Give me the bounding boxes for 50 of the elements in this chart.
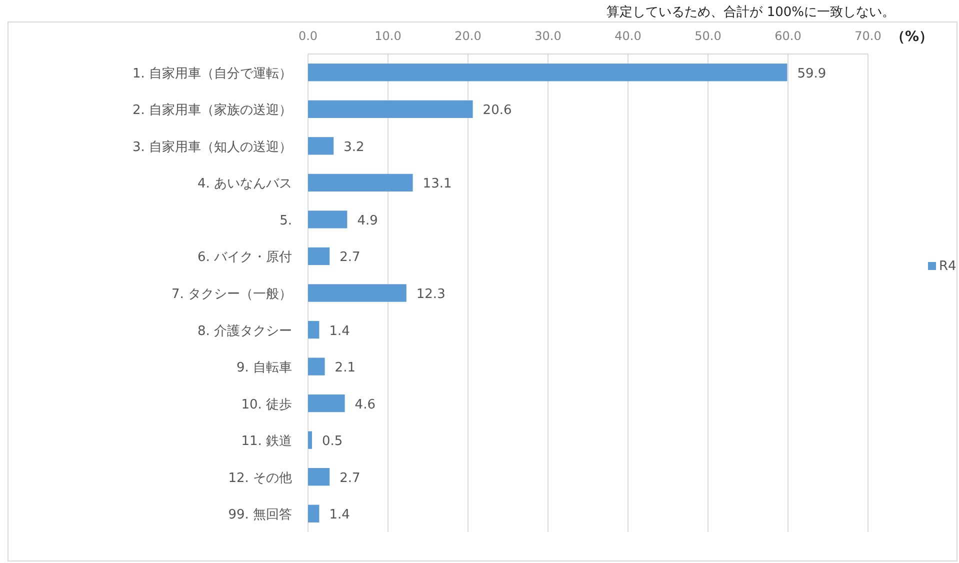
bar bbox=[308, 468, 330, 486]
data-label: 0.5 bbox=[322, 434, 343, 450]
legend-label: R4 bbox=[939, 259, 956, 274]
bar bbox=[308, 284, 406, 302]
bar bbox=[308, 137, 334, 155]
y-tick-label: 4. あいなんバス bbox=[197, 176, 292, 192]
y-tick-label: 7. タクシー（一般） bbox=[171, 287, 292, 302]
data-label: 13.1 bbox=[422, 176, 452, 192]
data-label: 2.7 bbox=[340, 470, 360, 486]
data-label: 2.1 bbox=[334, 360, 356, 376]
y-tick-label: 1. 自家用車（自分で運転） bbox=[132, 65, 292, 82]
bar bbox=[308, 100, 473, 118]
y-tick-label: 3. 自家用車（知人の送迎） bbox=[132, 138, 292, 155]
data-label: 1.4 bbox=[329, 324, 350, 339]
bar bbox=[308, 358, 325, 376]
x-tick-label: 60.0 bbox=[774, 29, 802, 43]
y-tick-label: 6. バイク・原付 bbox=[197, 250, 292, 266]
bar bbox=[308, 431, 312, 449]
data-label: 4.9 bbox=[357, 213, 378, 228]
y-tick-label: 5. bbox=[280, 213, 292, 228]
y-tick-label: 11. 鉄道 bbox=[241, 434, 292, 450]
data-label: 1.4 bbox=[329, 508, 350, 523]
bar bbox=[308, 394, 345, 412]
bar bbox=[308, 174, 413, 192]
data-label: 2.7 bbox=[340, 250, 360, 266]
data-label: 12.3 bbox=[416, 287, 446, 302]
x-tick-label: 40.0 bbox=[614, 29, 642, 43]
data-label: 4.6 bbox=[354, 397, 376, 412]
bar bbox=[308, 64, 788, 82]
data-label: 3.2 bbox=[344, 140, 364, 155]
y-tick-label: 8. 介護タクシー bbox=[197, 324, 292, 339]
text: 算定しているため、合計が 100%に一致しない。 bbox=[606, 5, 895, 20]
data-label: 20.6 bbox=[482, 103, 512, 118]
x-tick-label: 50.0 bbox=[694, 29, 722, 43]
x-axis-title: （%） bbox=[890, 29, 934, 45]
bar bbox=[308, 247, 330, 266]
x-tick-label: 70.0 bbox=[854, 29, 882, 43]
bar bbox=[308, 504, 320, 522]
data-label: 59.9 bbox=[797, 66, 826, 82]
x-tick-label: 20.0 bbox=[454, 29, 482, 43]
y-tick-label: 9. 自転車 bbox=[236, 360, 292, 376]
x-tick-label: 30.0 bbox=[534, 29, 562, 43]
x-tick-label: 10.0 bbox=[374, 29, 402, 43]
x-tick-label: 0.0 bbox=[298, 29, 318, 43]
y-tick-label: 10. 徒歩 bbox=[241, 397, 292, 412]
y-tick-label: 99. 無回答 bbox=[228, 508, 292, 523]
y-tick-label: 2. 自家用車（家族の送迎） bbox=[132, 102, 292, 118]
bar bbox=[308, 210, 348, 228]
y-tick-label: 12. その他 bbox=[228, 470, 292, 486]
bar bbox=[308, 320, 320, 339]
